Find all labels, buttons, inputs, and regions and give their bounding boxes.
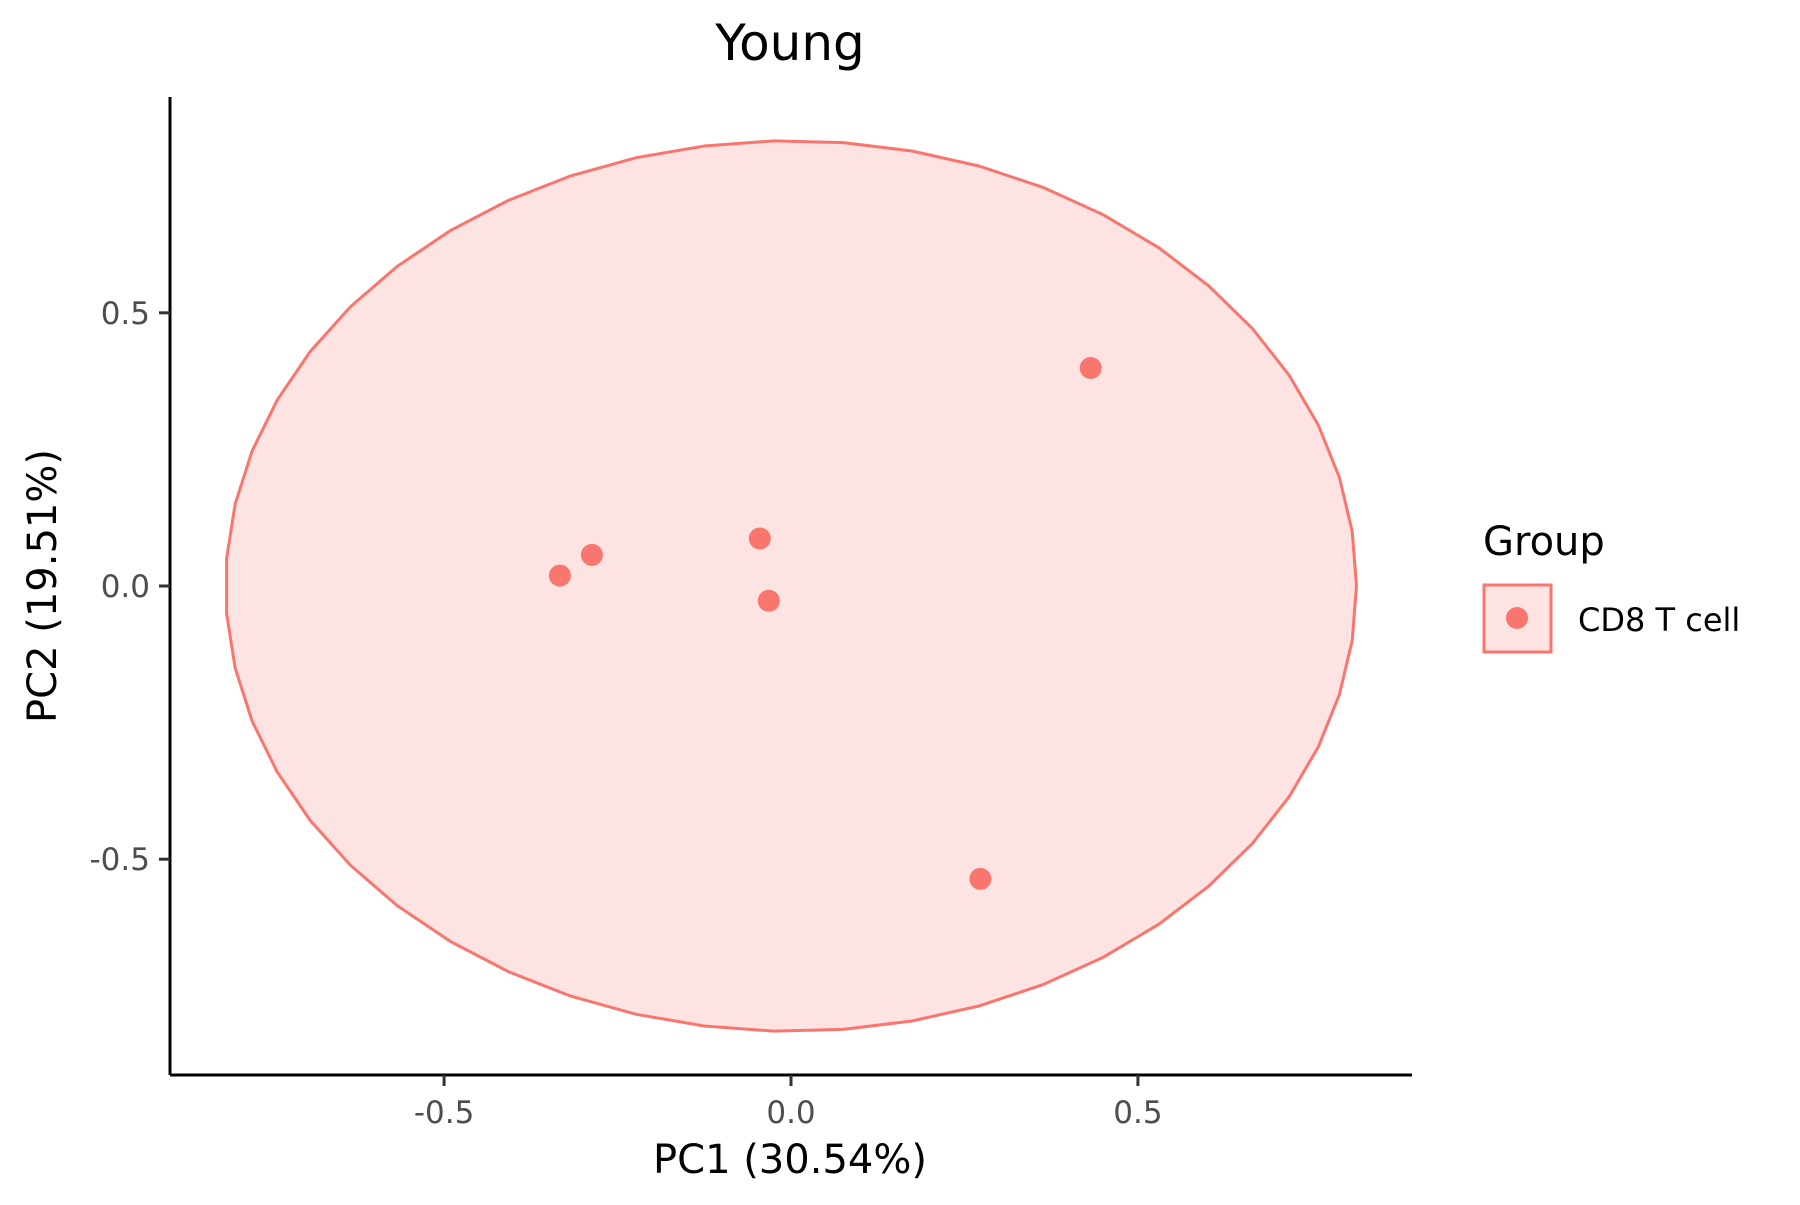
x-tick-label: 0.5 bbox=[1113, 1095, 1162, 1131]
legend-label-cd8-t-cell: CD8 T cell bbox=[1578, 601, 1740, 639]
data-point bbox=[969, 867, 992, 890]
chart-title: Young bbox=[714, 14, 865, 72]
x-axis-ticks: -0.5 0.0 0.5 bbox=[414, 1075, 1163, 1131]
plot-area bbox=[225, 139, 1359, 1033]
y-axis-ticks: -0.5 0.0 0.5 bbox=[90, 296, 170, 878]
x-tick-label: 0.0 bbox=[766, 1095, 815, 1131]
data-point bbox=[748, 527, 771, 550]
x-axis-label: PC1 (30.54%) bbox=[653, 1137, 927, 1183]
data-point bbox=[757, 589, 780, 612]
y-tick-label: 0.5 bbox=[101, 296, 150, 332]
legend-title: Group bbox=[1483, 519, 1605, 565]
legend-key-point bbox=[1506, 607, 1528, 629]
y-tick-label: -0.5 bbox=[90, 842, 151, 878]
data-point bbox=[548, 564, 571, 587]
confidence-ellipse bbox=[225, 139, 1359, 1033]
data-point bbox=[1079, 357, 1102, 379]
data-point bbox=[580, 543, 603, 566]
y-axis-label: PC2 (19.51%) bbox=[20, 449, 66, 723]
legend: Group CD8 T cell bbox=[1482, 519, 1740, 654]
y-tick-label: 0.0 bbox=[101, 569, 150, 605]
x-tick-label: -0.5 bbox=[414, 1095, 475, 1131]
